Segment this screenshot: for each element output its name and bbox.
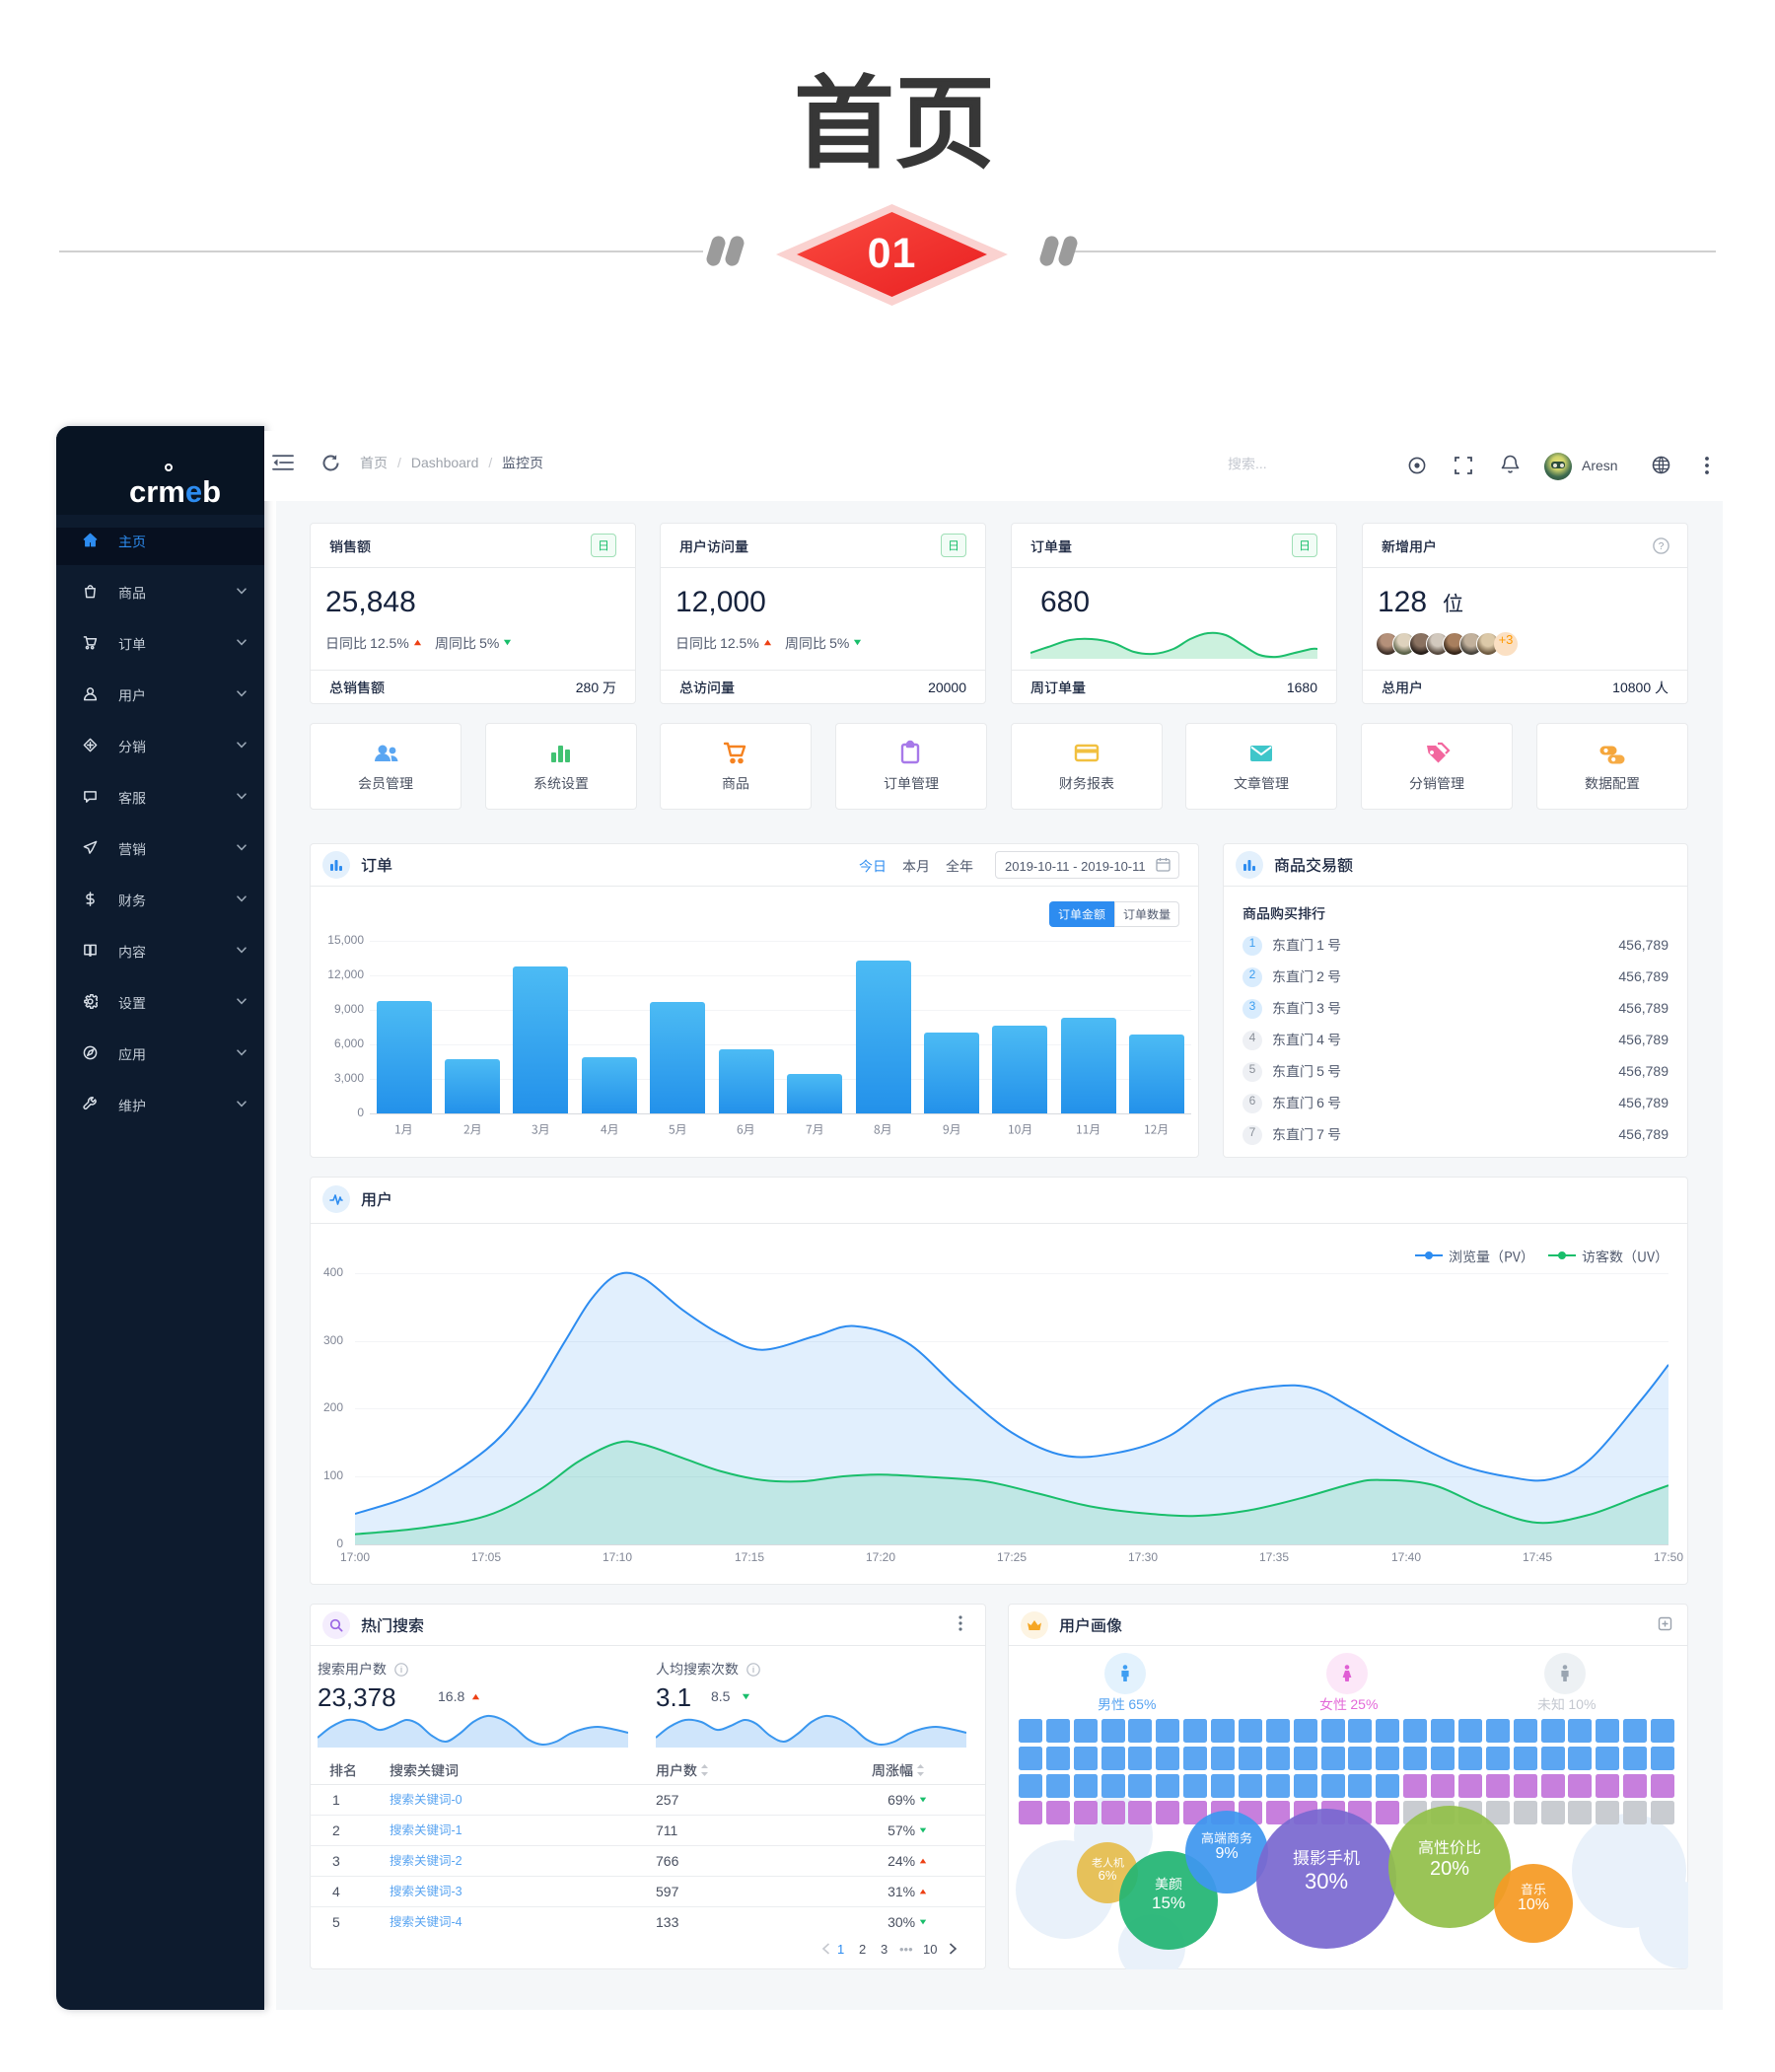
svg-text:?: ?	[1659, 541, 1665, 552]
svg-text:i: i	[400, 1665, 402, 1675]
svg-text:i: i	[752, 1665, 754, 1675]
